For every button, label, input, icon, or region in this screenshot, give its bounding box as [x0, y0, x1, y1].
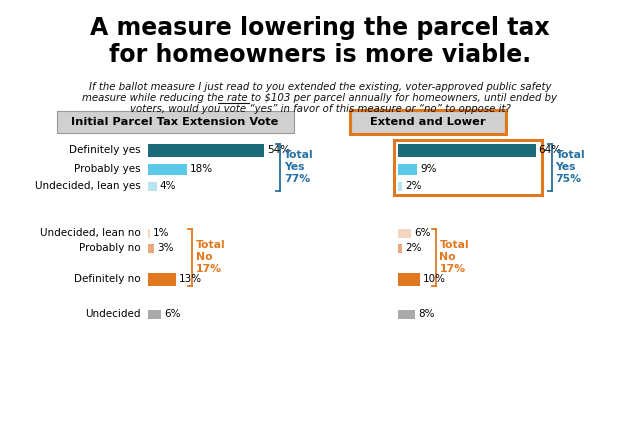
Bar [148, 310, 161, 319]
FancyBboxPatch shape [57, 111, 294, 133]
Text: Undecided, lean yes: Undecided, lean yes [35, 181, 141, 191]
Bar [148, 181, 157, 190]
Text: 2%: 2% [405, 181, 422, 191]
Text: A measure lowering the parcel tax
for homeowners is more viable.: A measure lowering the parcel tax for ho… [90, 16, 550, 67]
Text: 6%: 6% [414, 228, 430, 238]
Bar [398, 181, 403, 190]
Text: 10%: 10% [422, 274, 445, 284]
Text: Total
Yes
75%: Total Yes 75% [556, 150, 585, 184]
Text: Undecided: Undecided [86, 309, 141, 319]
Bar [148, 272, 176, 285]
Text: Undecided, lean no: Undecided, lean no [40, 228, 141, 238]
Text: 2%: 2% [405, 243, 422, 253]
Text: 8%: 8% [418, 309, 435, 319]
FancyBboxPatch shape [351, 111, 505, 133]
Text: 6%: 6% [164, 309, 180, 319]
Text: If the ballot measure I just read to you extended the existing, voter-approved p: If the ballot measure I just read to you… [89, 82, 551, 92]
Text: 54%: 54% [267, 145, 290, 155]
Text: 18%: 18% [189, 164, 213, 174]
Text: 9%: 9% [420, 164, 437, 174]
Bar [148, 143, 264, 156]
Text: Total
No
17%: Total No 17% [196, 240, 225, 274]
Bar [148, 164, 187, 175]
Text: 13%: 13% [179, 274, 202, 284]
Text: Probably yes: Probably yes [74, 164, 141, 174]
Bar [398, 310, 415, 319]
Text: Definitely yes: Definitely yes [69, 145, 141, 155]
Text: 1%: 1% [153, 228, 170, 238]
Text: 4%: 4% [159, 181, 176, 191]
Text: Probably no: Probably no [79, 243, 141, 253]
Text: Initial Parcel Tax Extension Vote: Initial Parcel Tax Extension Vote [71, 117, 278, 127]
Text: 64%: 64% [539, 145, 562, 155]
Bar [148, 228, 150, 237]
Text: Total
No
17%: Total No 17% [440, 240, 469, 274]
Text: Extend and Lower: Extend and Lower [370, 117, 486, 127]
Text: voters, would you vote “yes” in favor of this measure or “no” to oppose it?: voters, would you vote “yes” in favor of… [129, 104, 511, 114]
Bar [398, 244, 403, 253]
Text: Definitely no: Definitely no [74, 274, 141, 284]
Text: 3%: 3% [157, 243, 174, 253]
Text: Total
Yes
77%: Total Yes 77% [284, 150, 314, 184]
Bar [398, 143, 536, 156]
Bar [398, 164, 417, 175]
Text: measure while reducing the rate to $103 per parcel annually for homeowners, unti: measure while reducing the rate to $103 … [83, 93, 557, 103]
Bar [398, 228, 411, 237]
Bar [148, 244, 154, 253]
Bar [398, 272, 419, 285]
